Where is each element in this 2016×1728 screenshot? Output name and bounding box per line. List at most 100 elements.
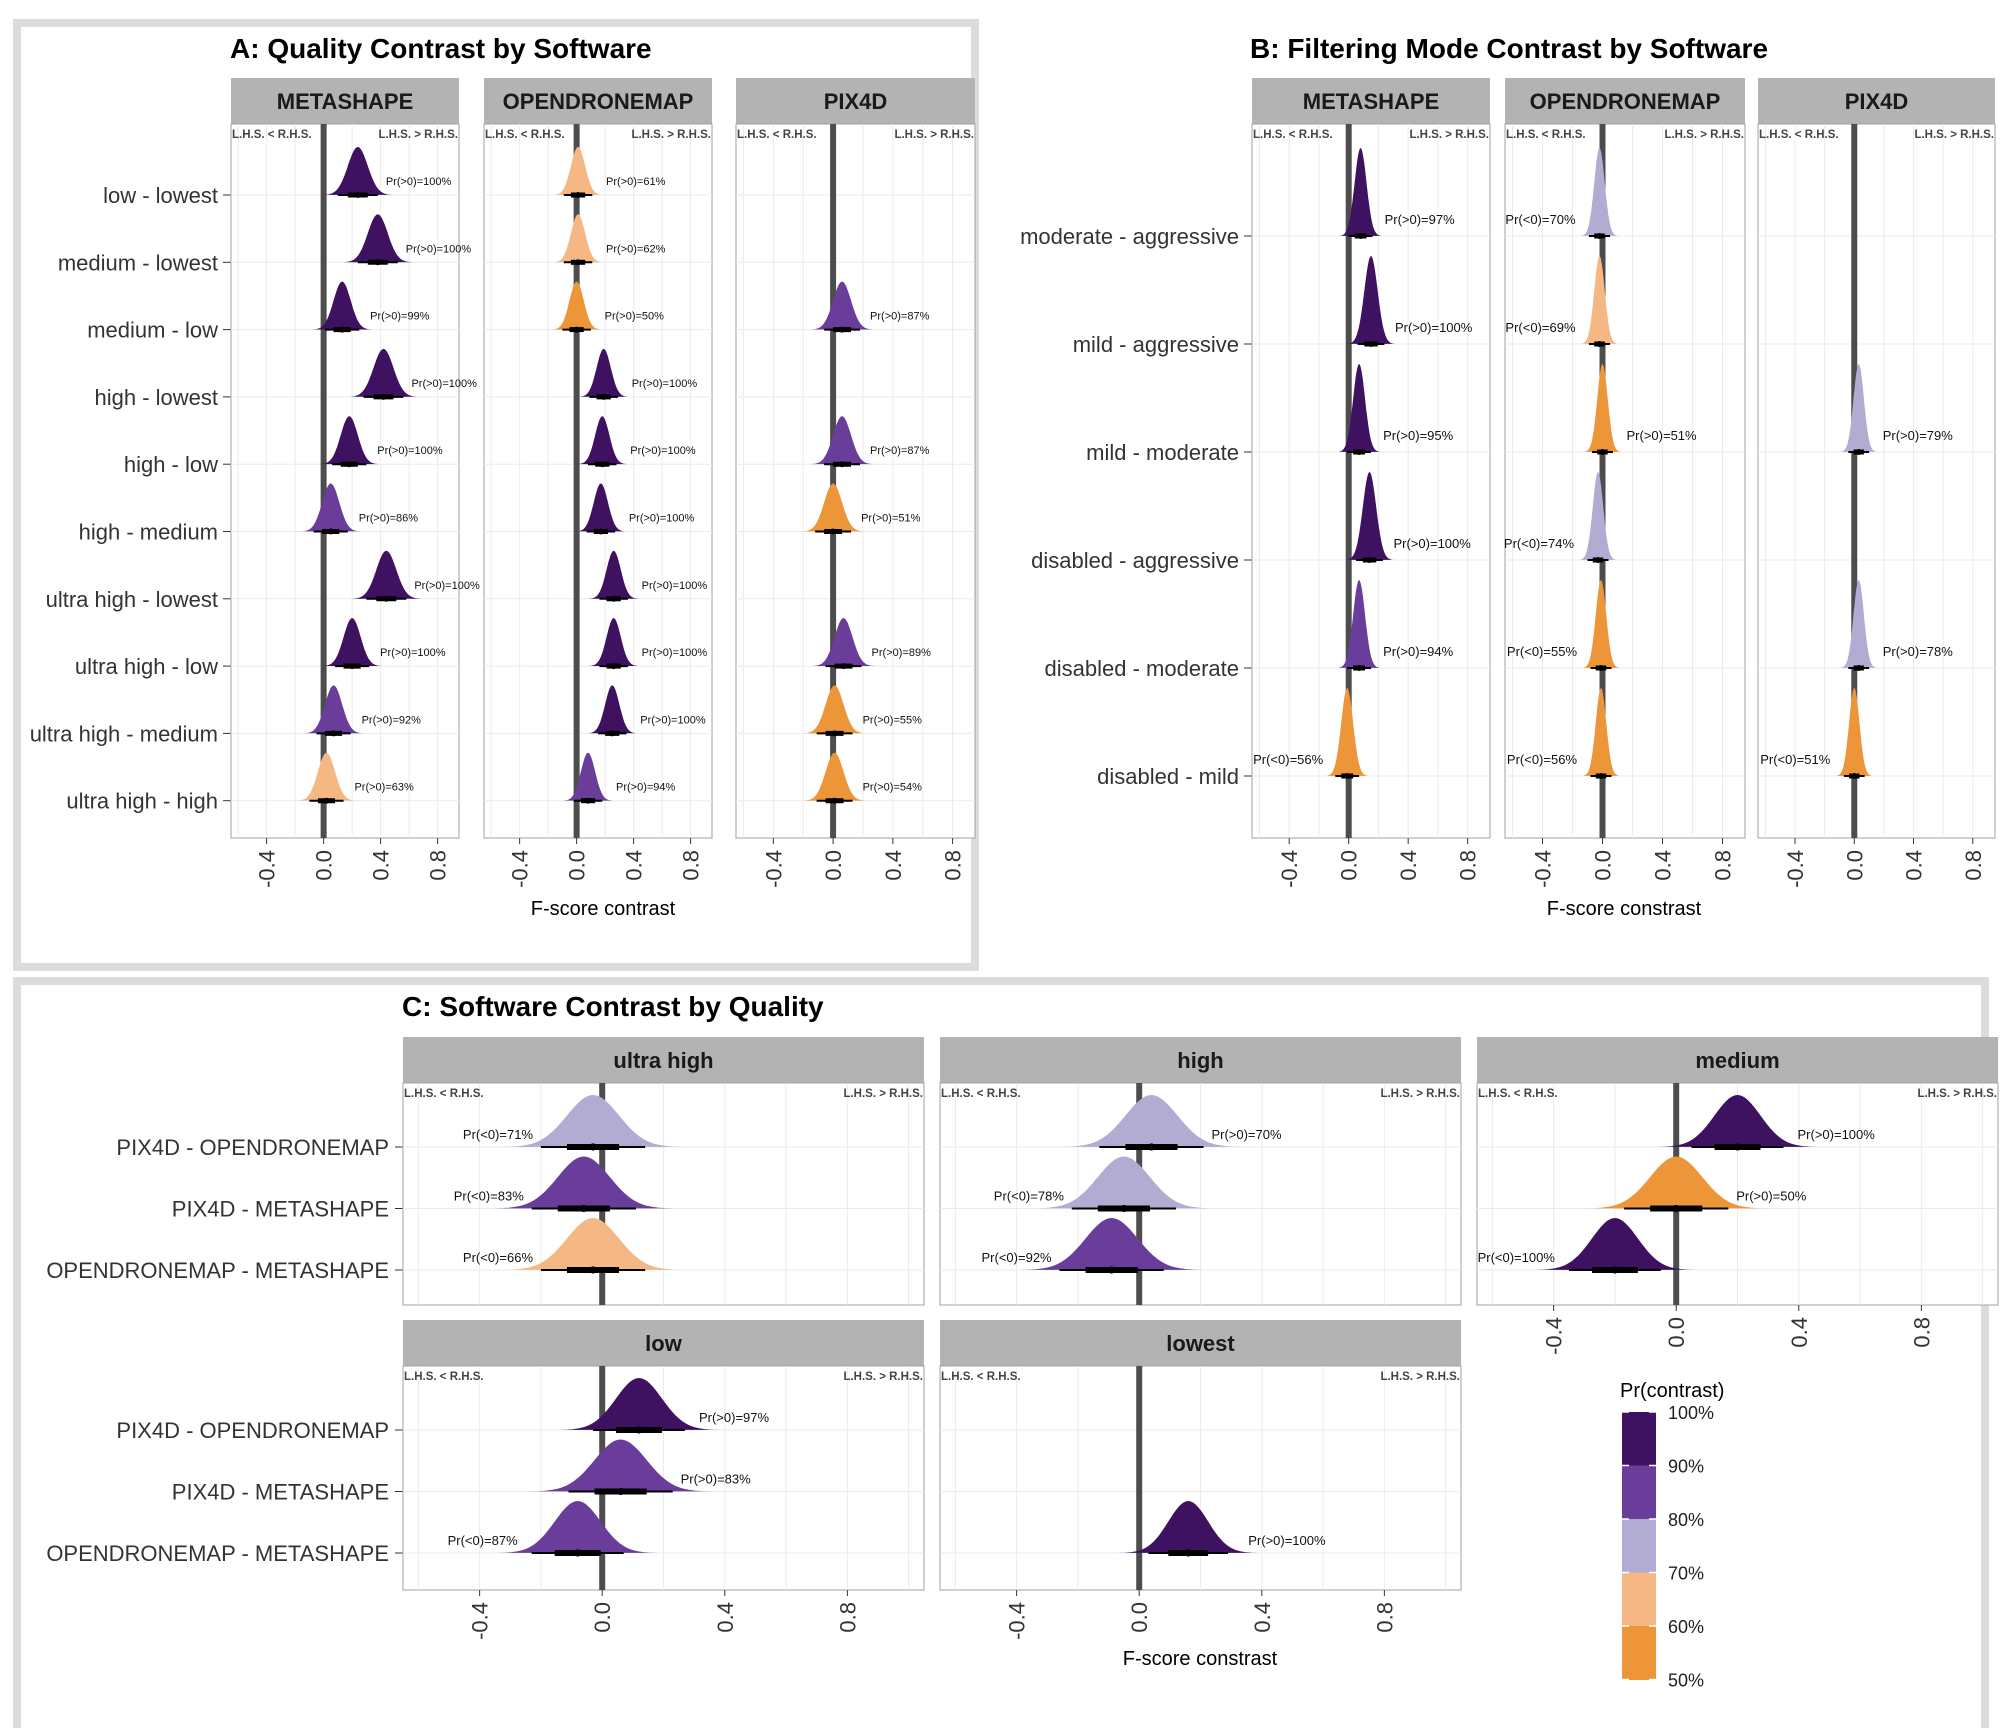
y-label: ultra high - low [75, 654, 218, 679]
density-medium-low [809, 281, 875, 330]
plot-area [735, 123, 976, 839]
prob-label: Pr(>0)=50% [605, 311, 665, 323]
density-moderate-aggressive [1580, 148, 1619, 236]
density-disabled-aggressive [1579, 472, 1617, 560]
x-tick-label: -0.4 [1542, 1317, 1567, 1355]
facet-label: medium [1695, 1048, 1779, 1073]
x-tick-label: 0.4 [1651, 850, 1676, 881]
prob-label: Pr(>0)=87% [870, 311, 930, 323]
density-mild-aggressive [1580, 256, 1619, 344]
side-label-right: L.H.S. > R.H.S. [1380, 1088, 1460, 1100]
density-low-lowest [552, 147, 604, 195]
prob-label: Pr(>0)=89% [872, 647, 932, 659]
prob-label: Pr(<0)=83% [454, 1189, 525, 1204]
prob-label: Pr(<0)=55% [1507, 644, 1578, 659]
point-estimate [1598, 665, 1604, 671]
point-estimate [374, 259, 381, 266]
x-tick-label: 0.8 [1372, 1602, 1397, 1633]
prob-label: Pr(>0)=83% [681, 1472, 752, 1487]
x-tick-label: 0.8 [1456, 850, 1481, 881]
facet-strip [403, 1320, 924, 1366]
x-tick-label: 0.8 [835, 1602, 860, 1633]
point-estimate [1598, 773, 1604, 779]
point-estimate [830, 528, 837, 535]
facet-strip [1505, 78, 1745, 124]
side-label-left: L.H.S. < R.H.S. [941, 1371, 1021, 1383]
prob-label: Pr(>0)=63% [354, 782, 414, 794]
x-tick-label: 0.4 [1250, 1602, 1275, 1633]
facet-label: PIX4D [824, 89, 888, 114]
legend-label: 90% [1668, 1457, 1704, 1477]
side-label-right: L.H.S. > R.H.S. [1914, 129, 1994, 141]
prob-label: Pr(>0)=100% [380, 647, 446, 659]
side-label-left: L.H.S. < R.H.S. [232, 129, 312, 141]
point-estimate [599, 461, 606, 468]
prob-label: Pr(>0)=100% [414, 580, 480, 592]
side-label-left: L.H.S. < R.H.S. [737, 129, 817, 141]
density-pix4d-metashape [526, 1439, 715, 1492]
y-label: OPENDRONEMAP - METASHAPE [46, 1258, 389, 1283]
density-ultrahigh-medium [802, 685, 867, 734]
prob-label: Pr(>0)=87% [870, 445, 930, 457]
density-ultrahigh-low [321, 618, 383, 666]
x-tick-label: 0.8 [1909, 1317, 1934, 1348]
facet-label: high [1177, 1048, 1223, 1073]
density-high-lowest [578, 348, 630, 397]
prob-label: Pr(>0)=94% [616, 782, 676, 794]
density-disabled-moderate [1582, 580, 1620, 668]
density-high-low [318, 416, 381, 465]
density-disabled-mild [1582, 688, 1620, 776]
x-tick-label: 0.4 [1787, 1317, 1812, 1348]
point-estimate [610, 663, 617, 670]
facet-strip [403, 1037, 924, 1083]
point-estimate [1596, 341, 1603, 347]
density-ultrahigh-low [588, 618, 640, 666]
side-label-right: L.H.S. > R.H.S. [894, 129, 974, 141]
side-label-left: L.H.S. < R.H.S. [941, 1088, 1021, 1100]
point-estimate [1147, 1143, 1156, 1151]
density-moderate-aggressive [1339, 148, 1382, 236]
density-high-medium [300, 483, 362, 532]
plot-area [483, 123, 713, 839]
y-label: ultra high - high [66, 789, 218, 814]
point-estimate [1611, 1266, 1619, 1274]
point-estimate [585, 797, 592, 804]
density-ultrahigh-low [811, 618, 876, 666]
prob-label: Pr(>0)=100% [642, 580, 708, 592]
point-estimate [1733, 1143, 1742, 1151]
density-opendronemap-metashape [1017, 1218, 1206, 1270]
x-tick-label: 0.4 [622, 850, 647, 881]
x-tick-label: 0.8 [1961, 850, 1986, 881]
y-label: low - lowest [103, 183, 218, 208]
density-disabled-mild [1835, 688, 1873, 776]
legend-label: 50% [1668, 1671, 1704, 1691]
facet-strip [940, 1037, 1461, 1083]
y-label: high - medium [79, 520, 218, 545]
x-tick-label: 0.8 [679, 850, 704, 881]
density-pix4d-metashape [490, 1156, 678, 1209]
facet-label: METASHAPE [1303, 89, 1440, 114]
y-label: medium - low [87, 318, 218, 343]
density-pix4d-opendronemap [1654, 1095, 1821, 1147]
density-high-medium [575, 483, 627, 532]
x-tick-label: -0.4 [1531, 850, 1556, 888]
point-estimate [600, 393, 607, 400]
point-estimate [346, 461, 353, 468]
prob-label: Pr(<0)=71% [463, 1127, 534, 1142]
prob-label: Pr(>0)=100% [642, 647, 708, 659]
density-ultrahigh-lowest [350, 550, 423, 599]
prob-label: Pr(>0)=100% [386, 176, 452, 188]
y-label: moderate - aggressive [1020, 224, 1239, 249]
prob-label: Pr(>0)=100% [411, 378, 477, 390]
side-label-right: L.H.S. > R.H.S. [1917, 1088, 1997, 1100]
side-label-right: L.H.S. > R.H.S. [631, 129, 711, 141]
point-estimate [349, 663, 356, 670]
x-tick-label: -0.4 [1783, 850, 1808, 888]
point-estimate [1596, 233, 1603, 239]
side-label-left: L.H.S. < R.H.S. [1478, 1088, 1558, 1100]
point-estimate [580, 1204, 588, 1213]
point-estimate [323, 797, 330, 804]
x-tick-label: -0.4 [255, 850, 280, 888]
x-tick-label: 0.8 [1711, 850, 1736, 881]
prob-label: Pr(<0)=70% [1505, 212, 1576, 227]
